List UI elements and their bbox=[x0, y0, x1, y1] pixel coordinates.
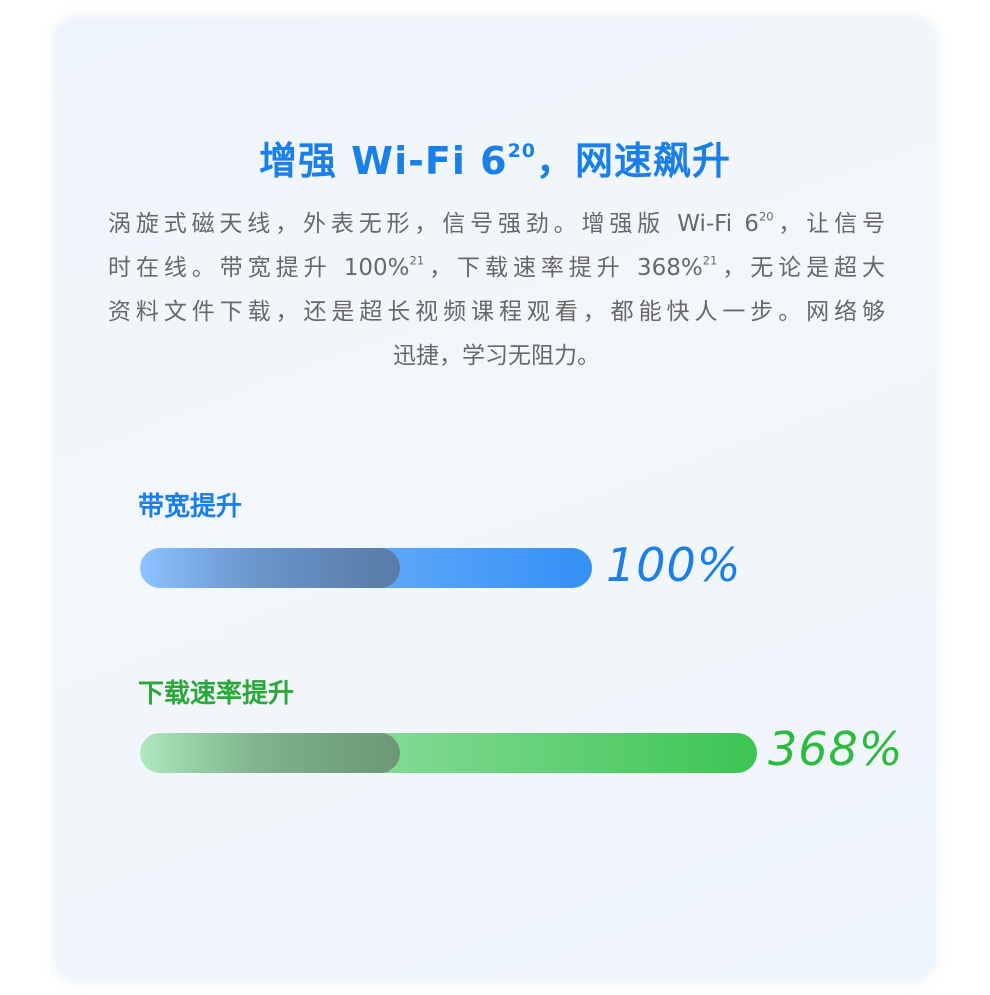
footnote-ref: 20 bbox=[758, 209, 774, 224]
headline-text-rest: ，网速飙升 bbox=[536, 139, 732, 183]
text: ，下载速率提升 368% bbox=[424, 255, 703, 281]
description-line: 涡旋式磁天线，外表无形，信号强劲。增强版 Wi-Fi 620，让信号 bbox=[108, 202, 885, 246]
text: 时在线。带宽提升 100% bbox=[108, 255, 410, 281]
description-line: 资料文件下载，还是超长视频课程观看，都能快人一步。网络够 bbox=[108, 299, 885, 325]
feature-card bbox=[55, 18, 935, 980]
footnote-ref: 21 bbox=[702, 253, 718, 268]
text: 涡旋式磁天线，外表无形，信号强劲。增强版 Wi-Fi 6 bbox=[108, 211, 759, 237]
baseline-segment bbox=[140, 548, 400, 588]
description-line: 迅捷，学习无阻力。 bbox=[393, 343, 600, 369]
download-speed-bar bbox=[140, 733, 757, 773]
text: ，让信号 bbox=[773, 211, 885, 237]
description-line: 时在线。带宽提升 100%21，下载速率提升 368%21，无论是超大 bbox=[108, 246, 885, 290]
baseline-segment bbox=[140, 733, 400, 773]
footnote-ref: 21 bbox=[409, 253, 425, 268]
download-speed-value: 368% bbox=[768, 722, 904, 776]
headline-text: 增强 Wi-Fi 6 bbox=[258, 139, 508, 183]
download-speed-label: 下载速率提升 bbox=[138, 679, 295, 709]
headline: 增强 Wi-Fi 620，网速飙升 bbox=[0, 130, 990, 185]
text: ，无论是超大 bbox=[717, 255, 885, 281]
bandwidth-value: 100% bbox=[606, 538, 742, 592]
bandwidth-bar bbox=[140, 548, 592, 588]
description: 涡旋式磁天线，外表无形，信号强劲。增强版 Wi-Fi 620，让信号 时在线。带… bbox=[108, 202, 885, 378]
bandwidth-label: 带宽提升 bbox=[138, 492, 243, 522]
footnote-ref: 20 bbox=[507, 139, 537, 162]
